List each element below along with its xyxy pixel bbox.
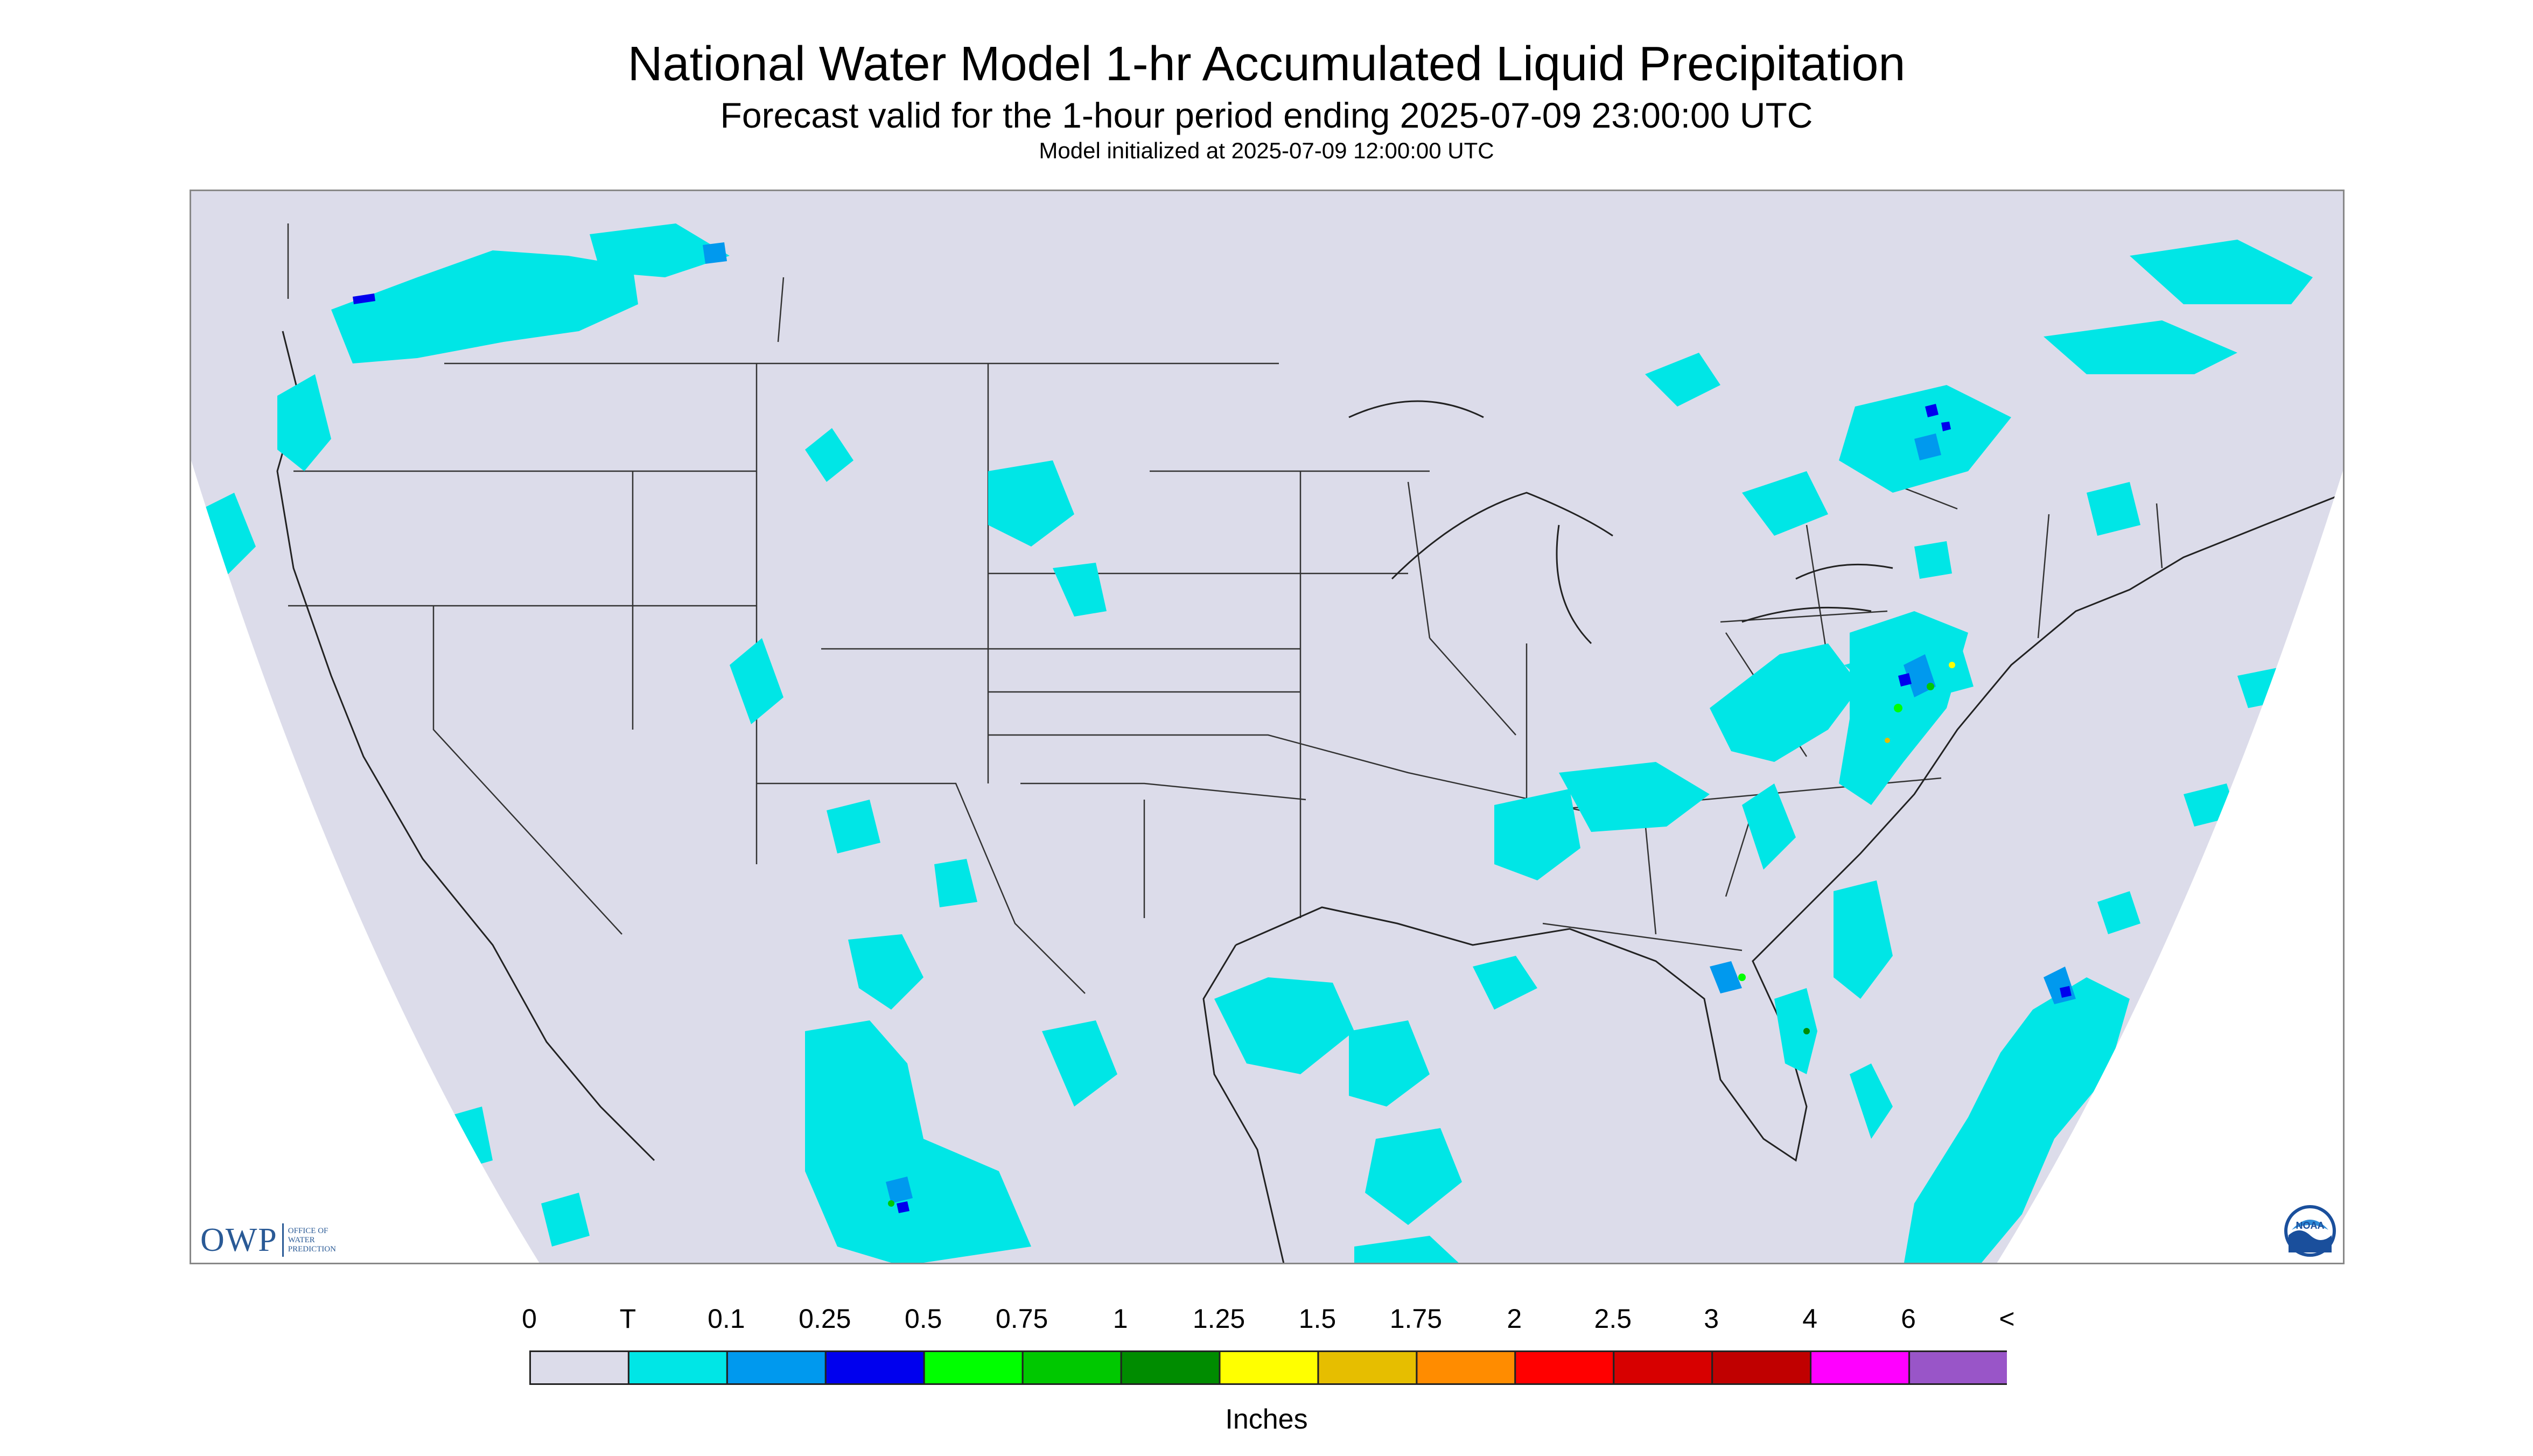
colorbar-tick-label: T — [619, 1304, 636, 1334]
owp-logo-letters: OWP — [200, 1221, 278, 1258]
noaa-logo: NOAA — [2284, 1205, 2336, 1257]
model-init-line: Model initialized at 2025-07-09 12:00:00… — [1039, 138, 1494, 163]
colorbar-swatch — [923, 1350, 1024, 1385]
colorbar-tick-label: 1 — [1112, 1304, 1128, 1334]
colorbar-swatch — [726, 1350, 827, 1385]
owp-logo-line: PREDICTION — [288, 1244, 336, 1254]
colorbar-units-label: Inches — [1225, 1404, 1308, 1435]
colorbar-tick-label: 3 — [1704, 1304, 1719, 1334]
colorbar-tick-label: 1.75 — [1389, 1304, 1443, 1334]
colorbar-tick-label: 2 — [1507, 1304, 1522, 1334]
owp-logo-subtext: OFFICE OF WATER PREDICTION — [288, 1227, 347, 1254]
map-subtitle: Forecast valid for the 1-hour period end… — [720, 95, 1813, 135]
colorbar-swatch — [1317, 1350, 1418, 1385]
colorbar-swatch — [1021, 1350, 1122, 1385]
colorbar-swatch — [1416, 1350, 1516, 1385]
map-title: National Water Model 1-hr Accumulated Li… — [627, 37, 1906, 91]
colorbar-swatch — [1908, 1350, 2007, 1385]
colorbar-tick-label: 0 — [522, 1304, 537, 1334]
owp-logo-line: OFFICE OF — [288, 1226, 328, 1235]
colorbar-tick-label: 1.5 — [1298, 1304, 1337, 1334]
precip-core-spots — [888, 662, 1955, 1207]
colorbar-tick-label: 4 — [1802, 1304, 1818, 1334]
colorbar-swatch — [1120, 1350, 1221, 1385]
colorbar-swatch — [1514, 1350, 1615, 1385]
colorbar-swatch — [824, 1350, 925, 1385]
colorbar-swatch — [529, 1350, 629, 1385]
colorbar-tick-label: 0.75 — [995, 1304, 1048, 1334]
colorbar-tick-label: 2.5 — [1594, 1304, 1632, 1334]
precip-trace-areas — [191, 223, 2313, 1263]
colorbar-swatch — [1219, 1350, 1319, 1385]
owp-logo: OWP OFFICE OF WATER PREDICTION — [200, 1221, 347, 1259]
precipitation-map — [190, 190, 2345, 1264]
colorbar-tick-label: 1.25 — [1192, 1304, 1245, 1334]
colorbar-swatch — [1810, 1350, 1911, 1385]
colorbar-tick-label: 0.5 — [904, 1304, 942, 1334]
colorbar-tick-label: 0.1 — [708, 1304, 745, 1334]
owp-logo-line: WATER — [288, 1235, 315, 1244]
precip-colorbar — [529, 1350, 2007, 1385]
colorbar-swatch — [1613, 1350, 1713, 1385]
colorbar-tick-label: < — [1999, 1304, 2015, 1334]
precip-heavy-areas — [353, 293, 2072, 1213]
colorbar-tick-label: 0.25 — [799, 1304, 851, 1334]
noaa-logo-text: NOAA — [2296, 1220, 2325, 1231]
colorbar-tick-label: 6 — [1901, 1304, 1916, 1334]
map-canvas — [191, 191, 2343, 1263]
colorbar-swatch — [1711, 1350, 1812, 1385]
owp-logo-divider — [282, 1223, 284, 1257]
colorbar-swatch — [627, 1350, 728, 1385]
